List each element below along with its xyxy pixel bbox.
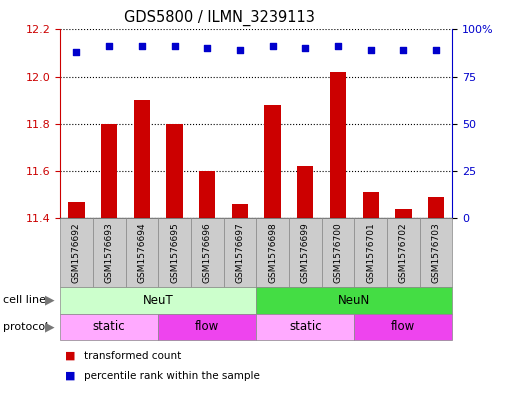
Bar [101,124,117,218]
Point [236,47,244,53]
Text: GSM1576702: GSM1576702 [399,222,408,283]
Point [170,43,179,50]
Text: percentile rank within the sample: percentile rank within the sample [84,371,259,381]
Text: GSM1576694: GSM1576694 [138,222,146,283]
Text: static: static [289,320,322,334]
Text: GSM1576695: GSM1576695 [170,222,179,283]
Point [268,43,277,50]
Point [399,47,407,53]
Text: GSM1576699: GSM1576699 [301,222,310,283]
Text: transformed count: transformed count [84,351,181,361]
Text: GSM1576700: GSM1576700 [334,222,343,283]
Text: flow: flow [391,320,415,334]
Text: NeuN: NeuN [338,294,370,307]
Text: NeuT: NeuT [143,294,174,307]
Text: ■: ■ [65,351,76,361]
Bar [166,124,183,218]
Text: cell line: cell line [3,295,46,305]
Text: GSM1576696: GSM1576696 [203,222,212,283]
Bar [395,209,412,218]
Bar [134,100,150,218]
Point [367,47,375,53]
Bar [297,166,313,218]
Bar [69,202,85,218]
Text: ■: ■ [65,371,76,381]
Text: static: static [93,320,126,334]
Text: ▶: ▶ [46,320,55,334]
Text: GSM1576693: GSM1576693 [105,222,113,283]
Text: protocol: protocol [3,322,48,332]
Bar [428,197,444,218]
Text: ▶: ▶ [46,294,55,307]
Bar [199,171,215,218]
Bar [330,72,346,218]
Text: GSM1576697: GSM1576697 [235,222,244,283]
Text: GSM1576698: GSM1576698 [268,222,277,283]
Text: GSM1576701: GSM1576701 [366,222,375,283]
Point [72,49,81,55]
Point [432,47,440,53]
Text: flow: flow [195,320,219,334]
Point [301,45,310,51]
Text: GSM1576692: GSM1576692 [72,222,81,283]
Bar [362,192,379,218]
Bar [232,204,248,218]
Point [105,43,113,50]
Point [138,43,146,50]
Text: GSM1576703: GSM1576703 [431,222,440,283]
Point [203,45,211,51]
Text: GDS5800 / ILMN_3239113: GDS5800 / ILMN_3239113 [124,10,315,26]
Point [334,43,342,50]
Bar [265,105,281,218]
